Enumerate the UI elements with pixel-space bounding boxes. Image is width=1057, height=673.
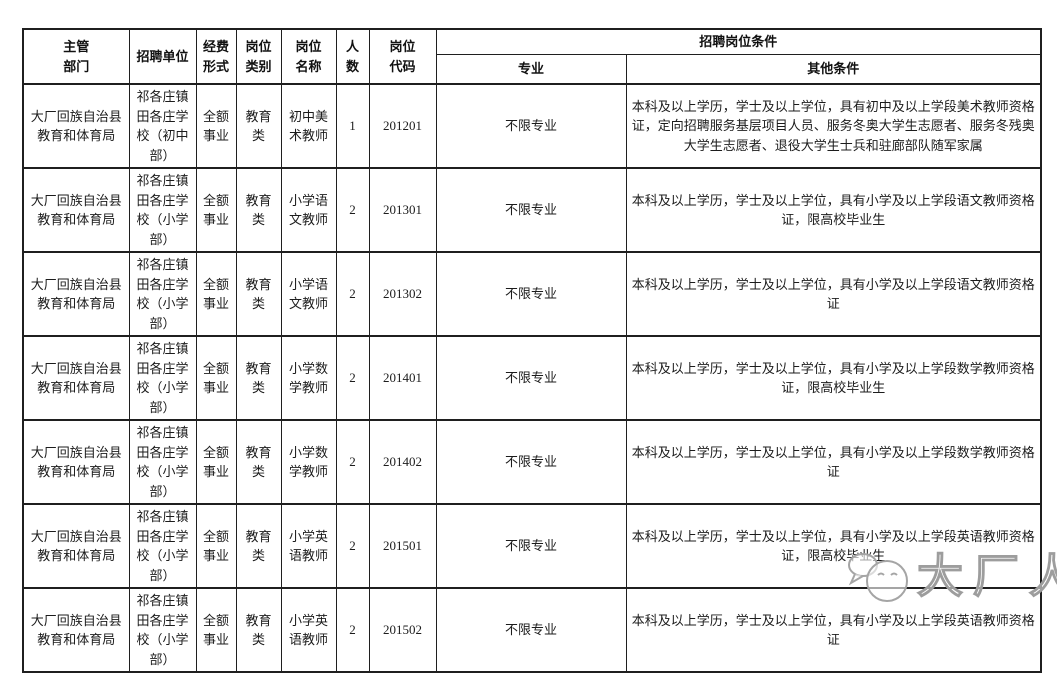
cell-count: 2 <box>335 419 370 505</box>
cell-code: 201501 <box>368 503 437 589</box>
column-header-conditions-group: 招聘岗位条件 <box>435 28 1042 55</box>
header-row-sub: 专业 其他条件 <box>23 53 1042 85</box>
column-header-title: 岗位 名称 <box>280 28 337 85</box>
cell-other: 本科及以上学历，学士及以上学位，具有小学及以上学段数学教师资格证 <box>625 419 1042 505</box>
cell-code: 201302 <box>368 251 437 337</box>
table-row: 大厂回族自治县 教育和体育局 祁各庄镇 田各庄学 校（小学 部） 全额 事业 教… <box>22 503 1042 589</box>
cell-unit: 祁各庄镇 田各庄学 校（小学 部） <box>128 587 197 673</box>
document-sheet: 主管 部门 招聘单位 经费 形式 岗位 类别 岗位 名称 人 数 岗位 代码 招… <box>22 28 1043 673</box>
cell-major: 不限专业 <box>435 251 627 337</box>
cell-dept: 大厂回族自治县 教育和体育局 <box>22 419 130 505</box>
cell-funding: 全额 事业 <box>195 335 237 421</box>
cell-major: 不限专业 <box>435 83 627 169</box>
cell-title: 小学数 学教师 <box>280 335 337 421</box>
column-header-count: 人 数 <box>335 28 370 85</box>
cell-code: 201201 <box>368 83 437 169</box>
header-row-top: 主管 部门 招聘单位 经费 形式 岗位 类别 岗位 名称 人 数 岗位 代码 招… <box>22 28 1042 85</box>
cell-unit: 祁各庄镇 田各庄学 校（小学 部） <box>128 503 197 589</box>
table-row: 大厂回族自治县 教育和体育局 祁各庄镇 田各庄学 校（初中 部） 全额 事业 教… <box>22 83 1042 169</box>
cell-dept: 大厂回族自治县 教育和体育局 <box>22 587 130 673</box>
cell-title: 小学语 文教师 <box>280 167 337 253</box>
cell-other: 本科及以上学历，学士及以上学位，具有小学及以上学段英语教师资格证 <box>625 587 1042 673</box>
cell-category: 教育 类 <box>235 251 282 337</box>
table-row: 大厂回族自治县 教育和体育局 祁各庄镇 田各庄学 校（小学 部） 全额 事业 教… <box>22 251 1042 337</box>
column-header-other: 其他条件 <box>625 53 1042 85</box>
cell-funding: 全额 事业 <box>195 83 237 169</box>
cell-other: 本科及以上学历，学士及以上学位，具有小学及以上学段英语教师资格证，限高校毕业生 <box>625 503 1042 589</box>
cell-code: 201301 <box>368 167 437 253</box>
cell-dept: 大厂回族自治县 教育和体育局 <box>22 83 130 169</box>
column-header-major: 专业 <box>435 53 627 85</box>
cell-code: 201402 <box>368 419 437 505</box>
cell-funding: 全额 事业 <box>195 167 237 253</box>
table-row: 大厂回族自治县 教育和体育局 祁各庄镇 田各庄学 校（小学 部） 全额 事业 教… <box>22 335 1042 421</box>
cell-title: 小学英 语教师 <box>280 587 337 673</box>
cell-dept: 大厂回族自治县 教育和体育局 <box>22 251 130 337</box>
cell-other: 本科及以上学历，学士及以上学位，具有小学及以上学段语文教师资格证 <box>625 251 1042 337</box>
cell-unit: 祁各庄镇 田各庄学 校（小学 部） <box>128 167 197 253</box>
cell-title: 小学语 文教师 <box>280 251 337 337</box>
cell-major: 不限专业 <box>435 587 627 673</box>
cell-unit: 祁各庄镇 田各庄学 校（初中 部） <box>128 83 197 169</box>
cell-title: 小学数 学教师 <box>280 419 337 505</box>
cell-count: 1 <box>335 83 370 169</box>
cell-unit: 祁各庄镇 田各庄学 校（小学 部） <box>128 251 197 337</box>
cell-code: 201401 <box>368 335 437 421</box>
cell-other: 本科及以上学历，学士及以上学位，具有小学及以上学段数学教师资格证，限高校毕业生 <box>625 335 1042 421</box>
cell-unit: 祁各庄镇 田各庄学 校（小学 部） <box>128 419 197 505</box>
cell-category: 教育 类 <box>235 83 282 169</box>
cell-category: 教育 类 <box>235 587 282 673</box>
column-header-funding: 经费 形式 <box>195 28 237 85</box>
cell-dept: 大厂回族自治县 教育和体育局 <box>22 335 130 421</box>
cell-unit: 祁各庄镇 田各庄学 校（小学 部） <box>128 335 197 421</box>
table-row: 大厂回族自治县 教育和体育局 祁各庄镇 田各庄学 校（小学 部） 全额 事业 教… <box>22 167 1042 253</box>
cell-funding: 全额 事业 <box>195 587 237 673</box>
recruitment-table: 主管 部门 招聘单位 经费 形式 岗位 类别 岗位 名称 人 数 岗位 代码 招… <box>22 28 1043 673</box>
cell-count: 2 <box>335 503 370 589</box>
table-row: 大厂回族自治县 教育和体育局 祁各庄镇 田各庄学 校（小学 部） 全额 事业 教… <box>22 587 1042 673</box>
cell-funding: 全额 事业 <box>195 419 237 505</box>
cell-dept: 大厂回族自治县 教育和体育局 <box>22 167 130 253</box>
column-header-dept: 主管 部门 <box>22 28 130 85</box>
cell-other: 本科及以上学历，学士及以上学位，具有小学及以上学段语文教师资格证，限高校毕业生 <box>625 167 1042 253</box>
cell-major: 不限专业 <box>435 419 627 505</box>
cell-major: 不限专业 <box>435 167 627 253</box>
cell-count: 2 <box>335 167 370 253</box>
cell-category: 教育 类 <box>235 335 282 421</box>
cell-category: 教育 类 <box>235 419 282 505</box>
cell-funding: 全额 事业 <box>195 251 237 337</box>
cell-category: 教育 类 <box>235 167 282 253</box>
column-header-category: 岗位 类别 <box>235 28 282 85</box>
cell-count: 2 <box>335 587 370 673</box>
cell-code: 201502 <box>368 587 437 673</box>
cell-title: 初中美 术教师 <box>280 83 337 169</box>
cell-other: 本科及以上学历，学士及以上学位，具有初中及以上学段美术教师资格证，定向招聘服务基… <box>625 83 1042 169</box>
column-header-unit: 招聘单位 <box>128 28 197 85</box>
cell-dept: 大厂回族自治县 教育和体育局 <box>22 503 130 589</box>
cell-major: 不限专业 <box>435 503 627 589</box>
cell-title: 小学英 语教师 <box>280 503 337 589</box>
cell-major: 不限专业 <box>435 335 627 421</box>
cell-funding: 全额 事业 <box>195 503 237 589</box>
table-row: 大厂回族自治县 教育和体育局 祁各庄镇 田各庄学 校（小学 部） 全额 事业 教… <box>22 419 1042 505</box>
cell-count: 2 <box>335 251 370 337</box>
column-header-code: 岗位 代码 <box>368 28 437 85</box>
cell-count: 2 <box>335 335 370 421</box>
cell-category: 教育 类 <box>235 503 282 589</box>
